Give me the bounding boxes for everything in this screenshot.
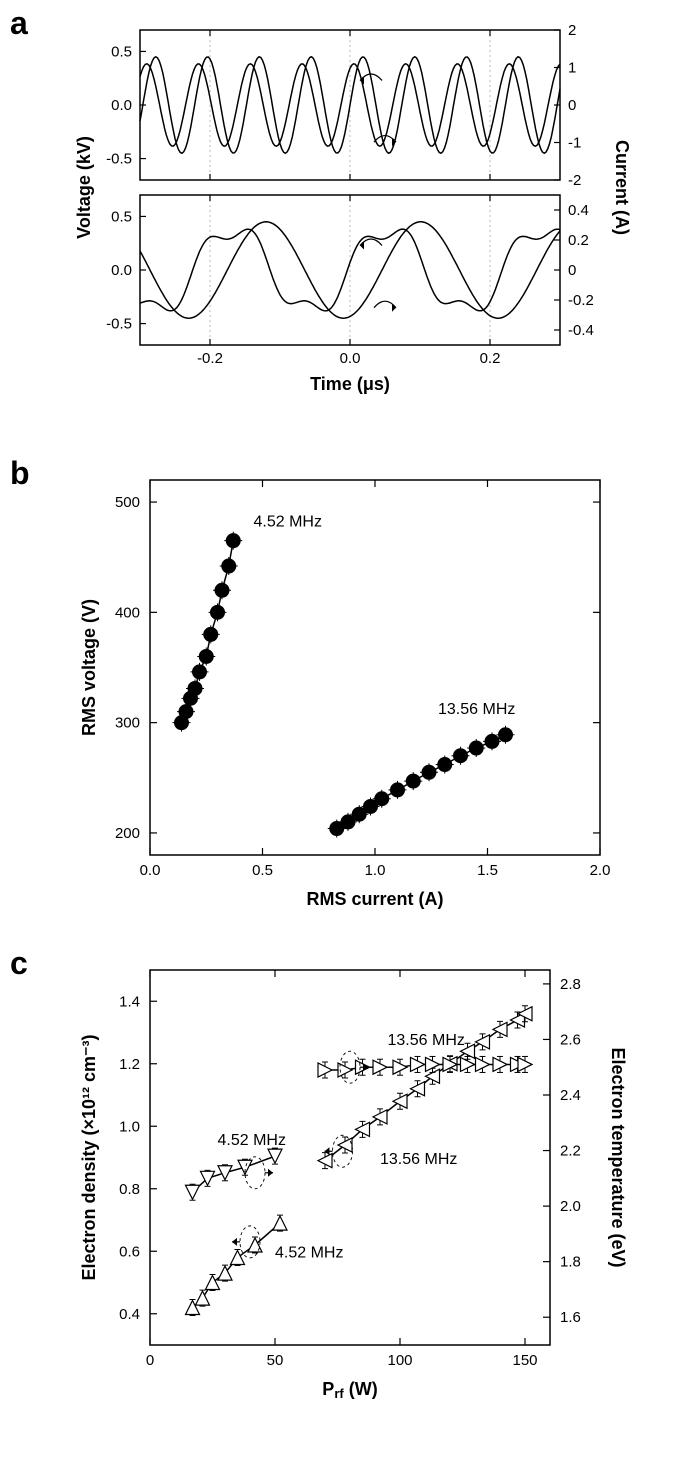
svg-text:-0.2: -0.2 <box>568 292 594 309</box>
panel-a-chart: -0.5 0.0 0.5 -2 -1 0 1 2 -0.2 0.0 0.2 -0.5 0.0 0.5 -0.… <box>70 10 630 430</box>
svg-text:50: 50 <box>267 1352 284 1369</box>
svg-text:-0.2: -0.2 <box>197 350 223 367</box>
panel-b: b 0.00.51.01.52.02003004005004.52 MHz13.… <box>20 460 665 920</box>
svg-text:1.0: 1.0 <box>119 1118 140 1135</box>
svg-text:13.56 MHz: 13.56 MHz <box>388 1032 465 1049</box>
svg-text:100: 100 <box>387 1352 412 1369</box>
svg-text:300: 300 <box>115 715 140 732</box>
svg-text:2.0: 2.0 <box>590 862 611 879</box>
svg-text:1.5: 1.5 <box>477 862 498 879</box>
svg-text:Current (A): Current (A) <box>612 140 630 235</box>
svg-text:0.6: 0.6 <box>119 1243 140 1260</box>
svg-text:0: 0 <box>568 262 576 279</box>
svg-text:0.5: 0.5 <box>111 43 132 60</box>
svg-text:13.56 MHz: 13.56 MHz <box>438 701 515 718</box>
svg-text:4.52 MHz: 4.52 MHz <box>218 1132 286 1149</box>
svg-text:0.4: 0.4 <box>568 202 589 219</box>
svg-text:-0.5: -0.5 <box>106 151 132 168</box>
svg-text:150: 150 <box>512 1352 537 1369</box>
svg-text:0.2: 0.2 <box>568 232 589 249</box>
svg-text:2.2: 2.2 <box>560 1143 581 1160</box>
svg-text:Prf (W): Prf (W) <box>322 1379 377 1401</box>
svg-text:-2: -2 <box>568 172 581 189</box>
svg-text:2.6: 2.6 <box>560 1031 581 1048</box>
svg-text:-0.4: -0.4 <box>568 322 594 339</box>
svg-text:0.0: 0.0 <box>111 262 132 279</box>
svg-text:1.2: 1.2 <box>119 1056 140 1073</box>
svg-text:0.0: 0.0 <box>111 97 132 114</box>
svg-text:0.0: 0.0 <box>340 350 361 367</box>
svg-text:4.52 MHz: 4.52 MHz <box>275 1245 343 1262</box>
panel-c-label: c <box>10 945 28 982</box>
svg-text:0.8: 0.8 <box>119 1181 140 1198</box>
svg-text:0.5: 0.5 <box>111 208 132 225</box>
svg-text:0.4: 0.4 <box>119 1306 140 1323</box>
svg-text:Time (μs): Time (μs) <box>310 374 390 394</box>
panel-c: c 0501001500.40.60.81.01.21.41.61.82.02.… <box>20 950 665 1410</box>
panel-b-label: b <box>10 455 30 492</box>
panel-c-chart: 0 50 100 150 0.4 0.6 0.8 1.0 1.2 1.4 1.6 1.8 2.0 2.2 2… <box>70 950 630 1410</box>
svg-text:1.0: 1.0 <box>365 862 386 879</box>
svg-text:0.5: 0.5 <box>252 862 273 879</box>
panel-a: a -0.50.00.5-2-1012-0.20.00.2-0.50.00.5-… <box>20 10 665 430</box>
svg-text:Electron density (×10¹² cm⁻³): Electron density (×10¹² cm⁻³) <box>79 1034 99 1280</box>
svg-text:400: 400 <box>115 604 140 621</box>
svg-text:200: 200 <box>115 825 140 842</box>
svg-text:500: 500 <box>115 494 140 511</box>
svg-text:2: 2 <box>568 22 576 39</box>
svg-text:13.56 MHz: 13.56 MHz <box>380 1151 457 1168</box>
svg-text:Electron temperature (eV): Electron temperature (eV) <box>608 1047 628 1267</box>
svg-text:1.4: 1.4 <box>119 993 140 1010</box>
svg-text:2.4: 2.4 <box>560 1087 581 1104</box>
svg-text:RMS voltage (V): RMS voltage (V) <box>79 599 99 736</box>
svg-text:-1: -1 <box>568 135 581 152</box>
svg-text:0: 0 <box>146 1352 154 1369</box>
svg-text:4.52 MHz: 4.52 MHz <box>254 513 322 530</box>
svg-text:1: 1 <box>568 60 576 77</box>
svg-text:0.0: 0.0 <box>140 862 161 879</box>
svg-text:1.6: 1.6 <box>560 1309 581 1326</box>
svg-text:2.0: 2.0 <box>560 1198 581 1215</box>
panel-b-chart: 0.0 0.5 1.0 1.5 2.0 200 300 400 500 4.52 MHz 13.56… <box>70 460 630 920</box>
svg-text:0.2: 0.2 <box>480 350 501 367</box>
svg-text:RMS current (A): RMS current (A) <box>306 889 443 909</box>
svg-text:Voltage (kV): Voltage (kV) <box>74 136 94 239</box>
panel-a-label: a <box>10 5 28 42</box>
svg-text:-0.5: -0.5 <box>106 316 132 333</box>
svg-text:1.8: 1.8 <box>560 1254 581 1271</box>
svg-text:2.8: 2.8 <box>560 976 581 993</box>
svg-text:0: 0 <box>568 97 576 114</box>
